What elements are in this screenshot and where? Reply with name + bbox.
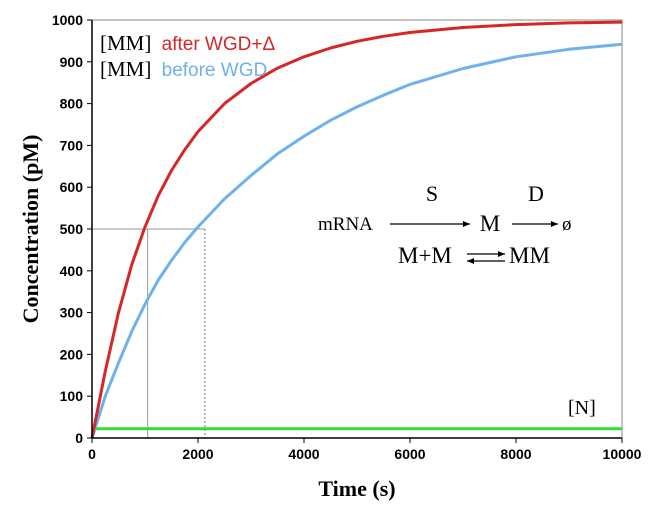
x-tick-label: 6000 [394,446,425,462]
series-line-after-wgd [90,20,623,439]
legend-prefix-after: [MM] [100,31,151,55]
series-label-n: [N] [568,397,596,419]
y-tick-label: 700 [60,137,84,153]
y-tick-label: 800 [60,96,84,112]
x-tick-label: 10000 [603,446,642,462]
scheme-mrna: mRNA [318,214,373,235]
y-tick-label: 900 [60,54,84,70]
reference-lines [92,228,206,438]
y-tick-label: 400 [60,263,84,279]
legend-label-after: after WGD+Δ [162,34,276,55]
y-tick-label: 1000 [52,12,83,28]
scheme-m: M [480,211,500,236]
series-layer [90,20,623,439]
series-line-before-wgd [90,42,623,439]
x-tick-labels: 0 2000 4000 6000 8000 10000 [88,438,642,462]
y-tick-label: 0 [75,430,83,446]
y-tick-label: 600 [60,179,84,195]
legend-prefix-before: [MM] [100,57,151,81]
y-tick-label: 300 [60,305,84,321]
legend-entry-after: [MM] after WGD+Δ [100,31,275,55]
legend-label-before: before WGD [162,60,268,81]
x-tick-label: 8000 [500,446,531,462]
legend-entry-before: [MM] before WGD [100,57,267,81]
y-tick-label: 500 [60,221,84,237]
x-tick-label: 0 [88,446,96,462]
scheme-mpm: M+M [398,243,452,268]
x-axis-title: Time (s) [318,476,395,501]
y-tick-label: 200 [60,346,84,362]
scheme-null: ø [562,214,572,235]
x-tick-label: 2000 [182,446,213,462]
scheme-mm: MM [509,243,550,268]
scheme-d: D [528,181,544,206]
scheme-s: S [426,181,438,206]
reaction-scheme: S D mRNA M ø M+M MM [318,181,572,268]
x-tick-label: 4000 [288,446,319,462]
y-tick-label: 100 [60,388,84,404]
y-tick-labels: 0 100 200 300 400 500 600 700 800 900 1000 [52,12,92,446]
y-axis-title: Concentration (pM) [18,135,43,324]
